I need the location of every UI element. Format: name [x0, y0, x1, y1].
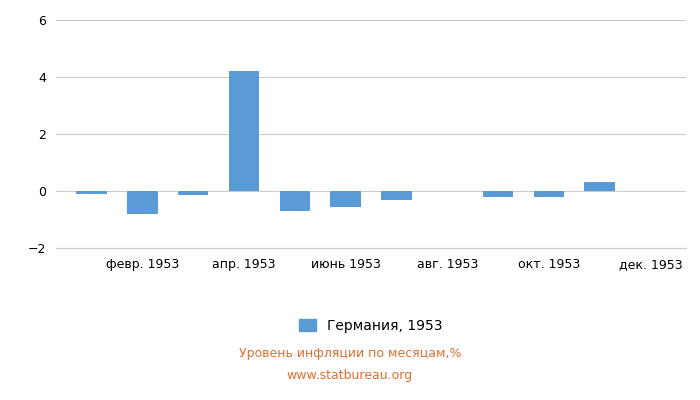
- Bar: [382, 191, 412, 200]
- Bar: [483, 191, 513, 197]
- Text: Уровень инфляции по месяцам,%: Уровень инфляции по месяцам,%: [239, 348, 461, 360]
- Legend: Германия, 1953: Германия, 1953: [300, 319, 442, 333]
- Text: www.statbureau.org: www.statbureau.org: [287, 370, 413, 382]
- Bar: [127, 191, 158, 214]
- Bar: [584, 182, 615, 191]
- Bar: [178, 191, 209, 195]
- Bar: [229, 71, 259, 191]
- Bar: [330, 191, 360, 207]
- Bar: [76, 191, 107, 194]
- Bar: [279, 191, 310, 211]
- Bar: [533, 191, 564, 197]
